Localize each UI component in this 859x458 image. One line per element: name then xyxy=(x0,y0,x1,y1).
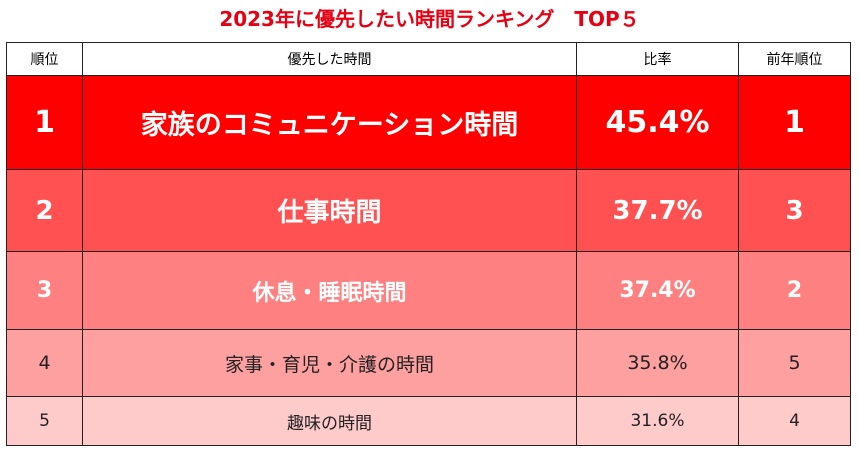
rank-cell: 4 xyxy=(6,329,83,397)
ratio-cell: 35.8% xyxy=(576,329,739,397)
item-cell: 家事・育児・介護の時間 xyxy=(82,329,577,397)
rank-cell: 3 xyxy=(6,251,83,330)
item-cell: 仕事時間 xyxy=(82,169,577,252)
header-rank: 順位 xyxy=(6,42,83,76)
rank-cell: 5 xyxy=(6,396,83,446)
header-prev-rank: 前年順位 xyxy=(738,42,851,76)
prev-rank-cell: 4 xyxy=(738,396,851,446)
header-ratio: 比率 xyxy=(576,42,739,76)
ratio-cell: 45.4% xyxy=(576,75,739,170)
table-row: 1 家族のコミュニケーション時間 45.4% 1 xyxy=(6,75,851,170)
item-cell: 家族のコミュニケーション時間 xyxy=(82,75,577,170)
header-item: 優先した時間 xyxy=(82,42,577,76)
rank-cell: 2 xyxy=(6,169,83,252)
table-row: 3 休息・睡眠時間 37.4% 2 xyxy=(6,251,851,330)
prev-rank-cell: 3 xyxy=(738,169,851,252)
table-row: 5 趣味の時間 31.6% 4 xyxy=(6,396,851,446)
ratio-cell: 31.6% xyxy=(576,396,739,446)
ratio-cell: 37.4% xyxy=(576,251,739,330)
prev-rank-cell: 1 xyxy=(738,75,851,170)
table-row: 2 仕事時間 37.7% 3 xyxy=(6,169,851,252)
item-cell: 休息・睡眠時間 xyxy=(82,251,577,330)
prev-rank-cell: 5 xyxy=(738,329,851,397)
prev-rank-cell: 2 xyxy=(738,251,851,330)
rank-cell: 1 xyxy=(6,75,83,170)
table-header-row: 順位 優先した時間 比率 前年順位 xyxy=(6,42,851,76)
page-title: 2023年に優先したい時間ランキング TOP５ xyxy=(219,7,640,31)
table-row: 4 家事・育児・介護の時間 35.8% 5 xyxy=(6,329,851,397)
ranking-table: 順位 優先した時間 比率 前年順位 1 家族のコミュニケーション時間 45.4%… xyxy=(6,42,851,446)
item-cell: 趣味の時間 xyxy=(82,396,577,446)
ratio-cell: 37.7% xyxy=(576,169,739,252)
